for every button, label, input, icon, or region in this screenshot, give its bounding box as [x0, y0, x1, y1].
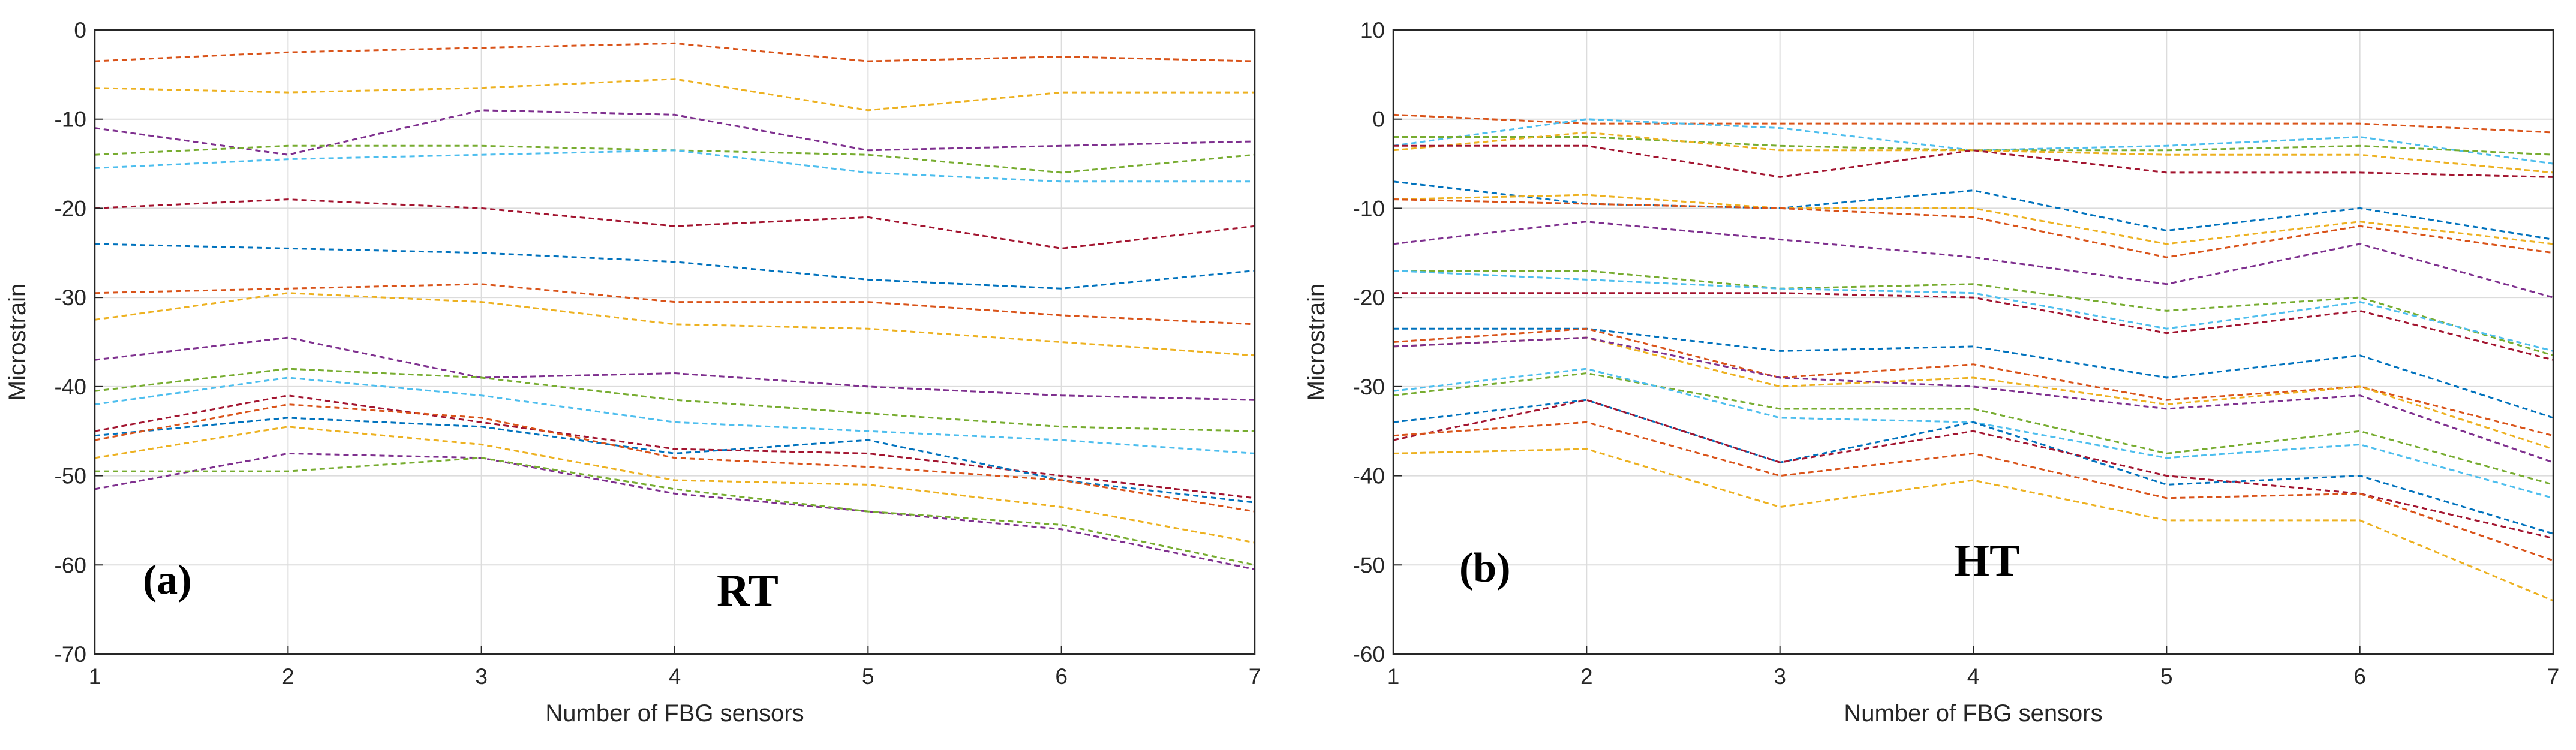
y-tick-label-b: -10 [1353, 196, 1385, 221]
x-tick-label-a: 5 [862, 664, 874, 689]
ticks-b: 1 2 3 4 5 6 7 10 0 -10 -20 -30 -40 -50 -60 [1353, 18, 2560, 689]
x-tick-label-a: 4 [669, 664, 681, 689]
y-tick-label-b: 10 [1360, 18, 1385, 43]
x-tick-label-b: 3 [1774, 664, 1786, 689]
series-line-b-4 [1393, 131, 2554, 174]
y-tick-label-a: -10 [55, 107, 86, 132]
series-line-b-9 [1393, 221, 2554, 299]
panel-label-a: (a) [143, 557, 192, 603]
series-line-b-12 [1393, 292, 2554, 361]
x-tick-label-b: 1 [1387, 664, 1400, 689]
y-tick-label-a: 0 [74, 18, 86, 43]
series-line-a-14 [94, 394, 1255, 499]
panel-a-rt: 1 2 3 4 5 6 7 0 -10 -20 -30 -40 -50 -60 -70 Number of … [4, 18, 1261, 727]
x-tick-label-a: 7 [1249, 664, 1261, 689]
series-line-b-19 [1393, 399, 2554, 535]
y-axis-label-a: Microstrain [4, 284, 31, 401]
series-line-a-3 [94, 78, 1255, 112]
x-tick-label-a: 3 [475, 664, 488, 689]
series-layer-b [1393, 113, 2554, 602]
series-line-a-16 [94, 403, 1255, 513]
x-tick-label-b: 2 [1580, 664, 1593, 689]
y-tick-label-a: -70 [55, 642, 86, 667]
x-tick-label-b: 6 [2353, 664, 2366, 689]
series-line-a-8 [94, 243, 1255, 290]
y-axis-label-b: Microstrain [1303, 284, 1330, 401]
series-line-a-7 [94, 198, 1255, 249]
y-tick-label-a: -60 [55, 553, 86, 577]
x-tick-label-a: 1 [89, 664, 101, 689]
y-tick-label-a: -20 [55, 196, 86, 221]
series-line-b-14 [1393, 327, 2554, 437]
series-line-b-22 [1393, 448, 2554, 602]
series-line-b-16 [1393, 336, 2554, 463]
y-tick-label-b: -60 [1353, 642, 1385, 667]
series-line-a-17 [94, 426, 1255, 544]
series-line-a-11 [94, 336, 1255, 401]
series-line-b-3 [1393, 136, 2554, 156]
y-tick-label-a: -40 [55, 375, 86, 399]
series-line-b-10 [1393, 270, 2554, 357]
series-line-a-9 [94, 283, 1255, 326]
x-tick-label-a: 2 [282, 664, 294, 689]
series-line-a-18 [94, 452, 1255, 571]
y-tick-label-b: -20 [1353, 285, 1385, 310]
panel-b-ht: 1 2 3 4 5 6 7 10 0 -10 -20 -30 -40 -50 -60 Number of F… [1303, 18, 2559, 727]
ticks-a: 1 2 3 4 5 6 7 0 -10 -20 -30 -40 -50 -60 -70 [55, 18, 1261, 689]
series-line-a-19 [95, 457, 1255, 566]
x-tick-label-b: 7 [2547, 664, 2560, 689]
series-line-b-1 [1393, 113, 2554, 134]
series-line-a-4 [94, 109, 1255, 156]
y-tick-label-b: -40 [1353, 464, 1385, 489]
series-line-b-21 [1393, 421, 2554, 562]
series-line-b-11 [1393, 270, 2554, 352]
series-line-b-8 [1393, 198, 2554, 258]
y-tick-label-b: 0 [1372, 107, 1385, 132]
x-tick-label-b: 4 [1967, 664, 1980, 689]
series-line-b-7 [1393, 194, 2554, 245]
condition-label-rt: RT [717, 565, 778, 616]
series-line-b-6 [1393, 180, 2554, 240]
x-tick-label-a: 6 [1055, 664, 1068, 689]
series-line-b-20 [1393, 399, 2554, 540]
y-tick-label-a: -50 [55, 464, 86, 489]
x-axis-label-b: Number of FBG sensors [1844, 700, 2102, 727]
y-tick-label-b: -50 [1353, 553, 1385, 577]
series-line-b-5 [1393, 144, 2554, 178]
x-axis-label-a: Number of FBG sensors [545, 700, 804, 727]
condition-label-ht: HT [1954, 535, 2020, 586]
y-tick-label-a: -30 [55, 285, 86, 310]
y-tick-label-b: -30 [1353, 375, 1385, 399]
series-line-a-6 [94, 149, 1255, 183]
x-tick-label-b: 5 [2160, 664, 2173, 689]
panel-label-b: (b) [1459, 545, 1511, 591]
series-line-a-2 [94, 42, 1255, 62]
